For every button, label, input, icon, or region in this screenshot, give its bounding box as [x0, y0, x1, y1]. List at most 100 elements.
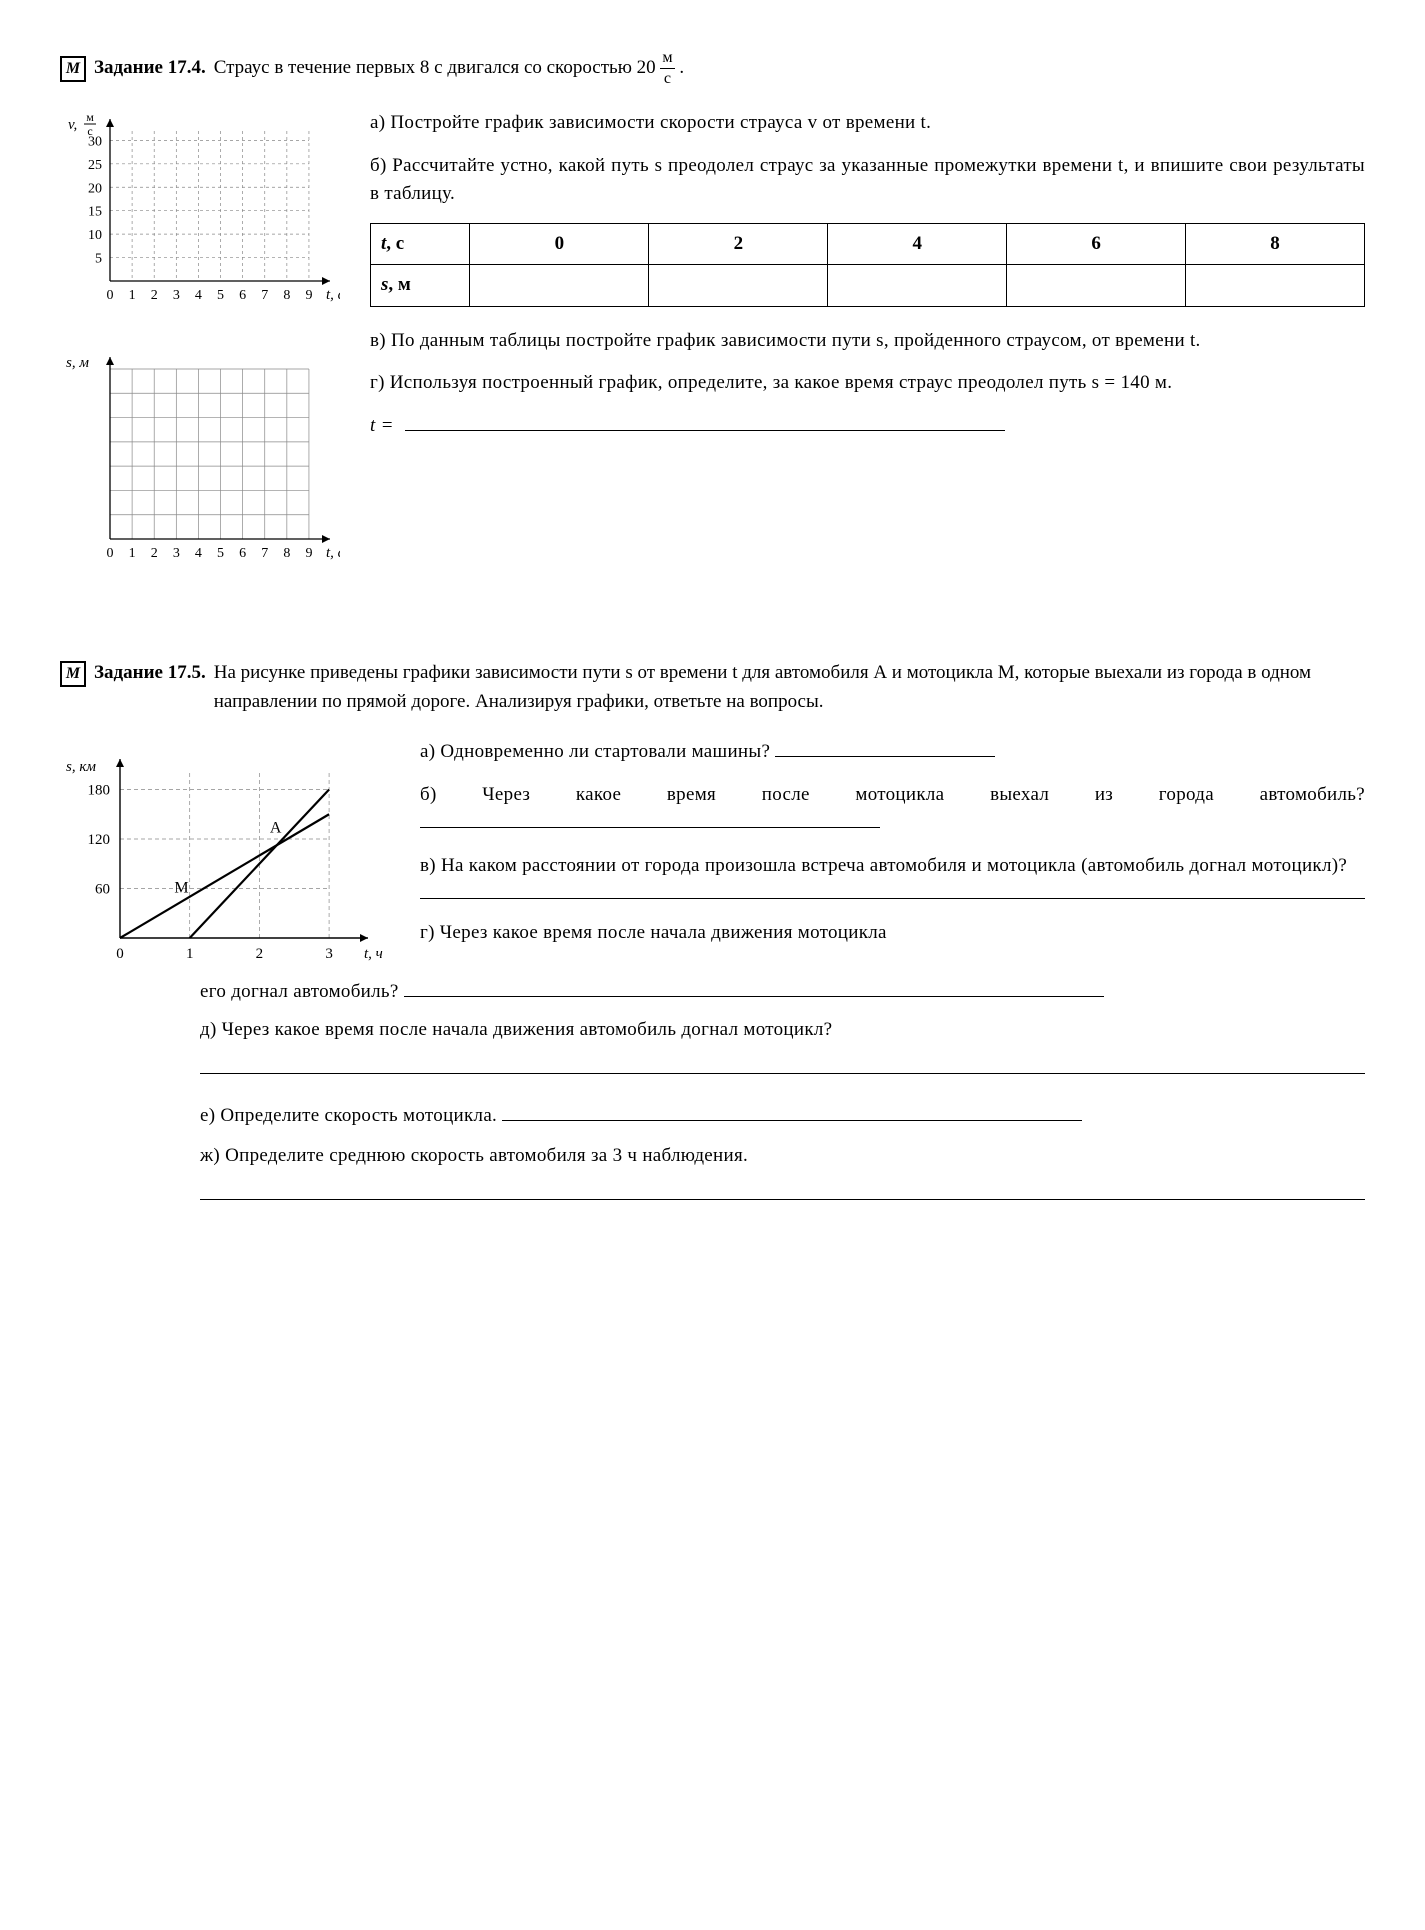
table-cell-blank[interactable]	[1186, 265, 1365, 307]
svg-text:0: 0	[107, 546, 114, 561]
task-17-4-body: 510152025300123456789v,мсt, с 0123456789…	[60, 109, 1365, 604]
part-d-pre: г) Через какое время после начала движен…	[420, 919, 1365, 948]
task-17-5-upper: 60 120 180 0 1 2 3 А Мs, км t, ч а) Одновременно …	[60, 738, 1365, 978]
path-chart: 0123456789 s, м t, с	[60, 347, 340, 577]
velocity-chart: 510152025300123456789v,мсt, с	[60, 109, 340, 319]
task-title: Задание 17.5.	[94, 659, 206, 688]
svg-text:5: 5	[217, 546, 224, 561]
svg-text:6: 6	[239, 546, 246, 561]
task-17-5: М Задание 17.5. На рисунке приведены гра…	[60, 659, 1365, 1200]
answer-blank[interactable]	[200, 1199, 1365, 1200]
svg-text:с: с	[87, 124, 92, 138]
svg-text:9: 9	[305, 288, 312, 303]
svg-text:3: 3	[325, 946, 333, 962]
answer-blank[interactable]	[404, 996, 1104, 997]
part-f-text: е) Определите скорость мотоцикла.	[200, 1102, 1365, 1131]
svg-text:60: 60	[95, 882, 110, 898]
right-column: а) Постройте график зависимости скорости…	[370, 109, 1365, 604]
svg-text:3: 3	[173, 546, 180, 561]
svg-text:t, с: t, с	[326, 287, 340, 303]
answer-blank[interactable]	[502, 1120, 1082, 1121]
svg-text:8: 8	[283, 288, 290, 303]
table-row: t, с 0 2 4 6 8	[371, 223, 1365, 265]
task-17-5-lower: его догнал автомобиль? д) Через какое вр…	[200, 978, 1365, 1200]
frac-den: с	[660, 69, 674, 87]
intro-pre: Страус в течение первых 8 с двигался со …	[214, 57, 661, 78]
part-b-text: б) Через какое время после мотоцикла вые…	[420, 781, 1365, 838]
svg-text:s, км: s, км	[66, 759, 96, 775]
svg-text:4: 4	[195, 546, 202, 561]
table-cell: 6	[1007, 223, 1186, 265]
task-17-5-header: М Задание 17.5. На рисунке приведены гра…	[60, 659, 1365, 716]
task-intro: На рисунке приведены графики зависимости…	[214, 659, 1365, 716]
answer-blank[interactable]	[775, 756, 995, 757]
answer-blank[interactable]	[420, 827, 880, 828]
m-icon: М	[60, 56, 86, 82]
row-head-t: t, с	[371, 223, 470, 265]
answer-blank[interactable]	[420, 898, 1365, 899]
svg-text:М: М	[174, 880, 188, 897]
task-title: Задание 17.4.	[94, 54, 206, 83]
distance-time-chart: 60 120 180 0 1 2 3 А Мs, км t, ч	[60, 738, 390, 968]
left-column: 60 120 180 0 1 2 3 А Мs, км t, ч	[60, 738, 390, 978]
svg-text:180: 180	[88, 783, 111, 799]
svg-text:20: 20	[88, 182, 102, 197]
table-cell-blank[interactable]	[470, 265, 649, 307]
table-cell-blank[interactable]	[1007, 265, 1186, 307]
svg-text:0: 0	[116, 946, 124, 962]
part-c-text: в) По данным таблицы постройте график за…	[370, 327, 1365, 356]
svg-text:s, м: s, м	[66, 355, 89, 371]
task-intro: Страус в течение первых 8 с двигался со …	[214, 50, 1365, 87]
svg-text:1: 1	[129, 546, 136, 561]
svg-text:25: 25	[88, 158, 102, 173]
svg-text:7: 7	[261, 288, 268, 303]
m-icon: М	[60, 661, 86, 687]
part-e-text: д) Через какое время после начала движен…	[200, 1016, 1365, 1045]
part-c-text: в) На каком расстоянии от города произош…	[420, 852, 1365, 881]
svg-text:2: 2	[151, 546, 158, 561]
svg-text:6: 6	[239, 288, 246, 303]
table-cell: 0	[470, 223, 649, 265]
svg-text:15: 15	[88, 205, 102, 220]
table-cell-blank[interactable]	[828, 265, 1007, 307]
svg-text:5: 5	[217, 288, 224, 303]
svg-text:А: А	[270, 820, 282, 837]
answer-var: t =	[370, 415, 394, 436]
svg-text:t, с: t, с	[326, 545, 340, 561]
answer-blank[interactable]	[405, 430, 1005, 431]
svg-text:1: 1	[129, 288, 136, 303]
svg-text:t, ч: t, ч	[364, 946, 383, 962]
svg-text:м: м	[86, 110, 94, 124]
row-head-s: s, м	[371, 265, 470, 307]
svg-text:1: 1	[186, 946, 194, 962]
part-a-text: а) Одновременно ли стартовали машины?	[420, 738, 1365, 767]
part-b-text: б) Рассчитайте устно, какой путь s преод…	[370, 152, 1365, 209]
svg-text:7: 7	[261, 546, 268, 561]
right-column: а) Одновременно ли стартовали машины? б)…	[420, 738, 1365, 978]
intro-post: .	[679, 57, 684, 78]
part-a-text: а) Постройте график зависимости скорости…	[370, 109, 1365, 138]
part-d-text: г) Используя построенный график, определ…	[370, 369, 1365, 398]
task-17-4-header: М Задание 17.4. Страус в течение первых …	[60, 50, 1365, 87]
answer-d: t =	[370, 412, 1365, 441]
svg-text:9: 9	[305, 546, 312, 561]
frac-num: м	[660, 50, 674, 69]
svg-text:4: 4	[195, 288, 202, 303]
table-row: s, м	[371, 265, 1365, 307]
data-table: t, с 0 2 4 6 8 s, м	[370, 223, 1365, 307]
svg-text:8: 8	[283, 546, 290, 561]
table-cell: 8	[1186, 223, 1365, 265]
svg-text:2: 2	[256, 946, 263, 962]
table-cell: 2	[649, 223, 828, 265]
left-column: 510152025300123456789v,мсt, с 0123456789…	[60, 109, 340, 604]
table-cell-blank[interactable]	[649, 265, 828, 307]
answer-blank[interactable]	[200, 1073, 1365, 1074]
svg-text:0: 0	[107, 288, 114, 303]
svg-text:5: 5	[95, 252, 102, 267]
svg-text:3: 3	[173, 288, 180, 303]
svg-text:2: 2	[151, 288, 158, 303]
part-d-line2: его догнал автомобиль?	[200, 978, 1365, 1007]
svg-text:v,: v,	[68, 117, 77, 133]
table-cell: 4	[828, 223, 1007, 265]
svg-text:120: 120	[88, 832, 111, 848]
